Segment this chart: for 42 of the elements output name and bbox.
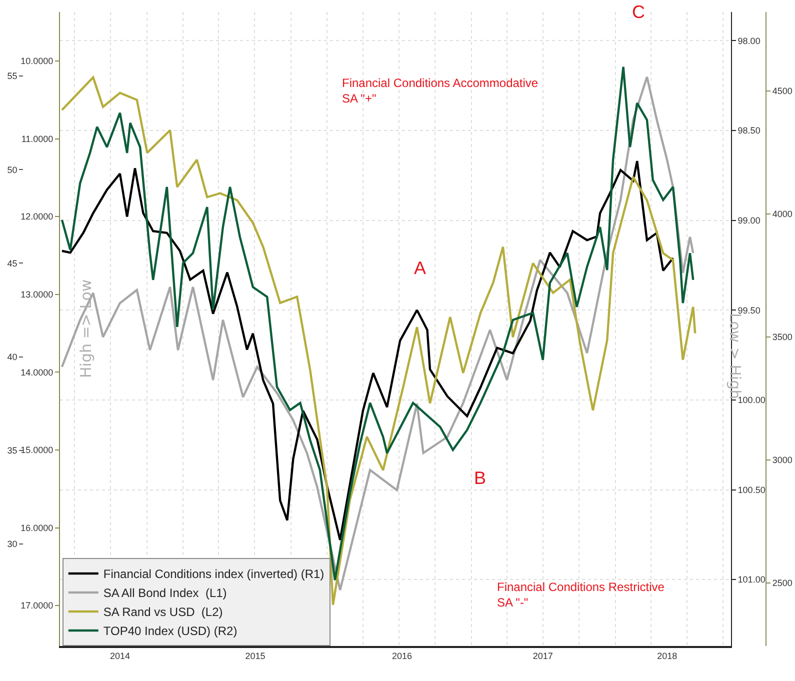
x-tick-label: 2015 — [245, 650, 266, 661]
y-tick-label: 40 — [7, 352, 18, 362]
y-tick-label: 12.0000 — [20, 212, 54, 222]
y2-tick-label: 3000 — [772, 455, 792, 466]
y-tick-label: 30 — [7, 539, 18, 550]
y-tick-label: 35 — [7, 446, 18, 456]
annotation: Financial Conditions Accommodative SA "+" — [342, 76, 538, 106]
y2-tick-label: 100.50 — [738, 484, 766, 495]
legend-label: SA All Bond Index (L1) — [103, 586, 227, 600]
x-tick-label: 2016 — [392, 650, 412, 661]
y2-tick-label: 101.00 — [738, 574, 766, 585]
annotation: C — [632, 2, 645, 22]
y-tick-label: 16.0000 — [20, 522, 54, 533]
legend-label: Financial Conditions index (inverted) (R1) — [103, 567, 324, 582]
y2-tick-label: 3500 — [772, 332, 792, 342]
x-tick-label: 2018 — [657, 650, 678, 661]
legend-label: TOP40 Index (USD) (R2) — [103, 624, 238, 638]
annotation: Financial Conditions Restrictive SA "-" — [497, 580, 665, 610]
y-tick-label: 55 — [7, 71, 18, 82]
y-axis-title: High => Low — [77, 279, 95, 378]
annotation: B — [474, 468, 486, 488]
y-tick-label: 13.0000 — [20, 290, 54, 300]
y-tick-label: 14.0000 — [20, 367, 54, 378]
x-tick-label: 2017 — [532, 650, 553, 661]
y2-tick-label: 4000 — [772, 209, 792, 220]
y-tick-label: 11.0000 — [21, 134, 54, 144]
y-tick-label: 50 — [7, 164, 18, 175]
y2-tick-label: 98.00 — [738, 36, 760, 46]
y2-tick-label: 99.50 — [738, 305, 760, 316]
y-tick-label: 15.0000 — [20, 445, 54, 456]
line-series — [60, 160, 674, 542]
y-tick-label: 45 — [7, 258, 18, 268]
y2-tick-label: 100.00 — [738, 395, 766, 406]
annotation: A — [414, 258, 426, 278]
y-tick-label: 10.0000 — [20, 56, 54, 66]
y2-tick-label: 2500 — [772, 578, 792, 588]
y2-tick-label: 4500 — [772, 86, 792, 96]
y2-tick-label: 99.00 — [738, 215, 760, 226]
x-tick-label: 2014 — [110, 650, 130, 661]
legend-label: SA Rand vs USD (L2) — [103, 605, 223, 620]
y-tick-label: 17.0000 — [20, 600, 54, 611]
y2-tick-label: 98.50 — [738, 126, 760, 136]
